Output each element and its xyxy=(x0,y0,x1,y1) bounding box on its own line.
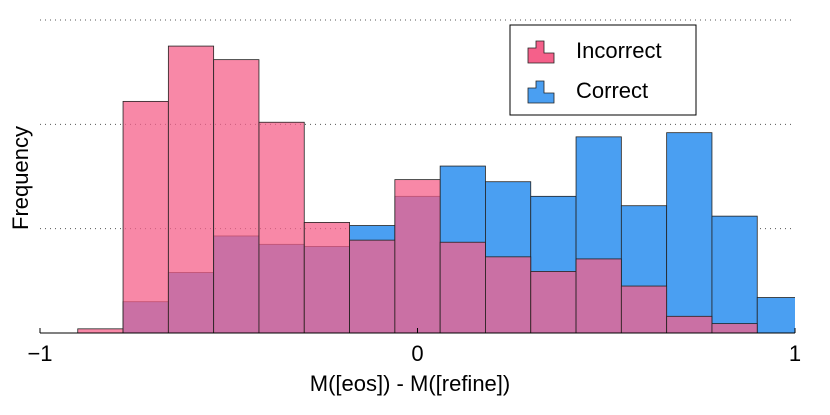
plot xyxy=(77,45,795,334)
bar xyxy=(167,45,215,334)
bar xyxy=(439,241,486,334)
x-tick-label: −1 xyxy=(27,341,52,366)
bar xyxy=(77,328,124,334)
legend-label: Incorrect xyxy=(576,38,662,63)
x-tick-label: 1 xyxy=(789,341,801,366)
bar xyxy=(666,315,713,334)
bar xyxy=(349,239,396,334)
y-axis-label: Frequency xyxy=(8,126,33,230)
x-axis-label: M([eos]) - M([refine]) xyxy=(310,371,510,396)
legend: Incorrect Correct xyxy=(509,24,697,116)
bar xyxy=(666,132,713,334)
bar xyxy=(394,179,441,334)
legend-swatch xyxy=(527,80,555,104)
bar xyxy=(303,222,350,334)
bar xyxy=(620,285,668,334)
bar xyxy=(485,256,532,334)
legend-label: Correct xyxy=(576,78,648,103)
legend-swatch xyxy=(527,40,555,64)
x-tick-label: 0 xyxy=(411,341,423,366)
bar xyxy=(530,271,577,334)
legend-box xyxy=(509,24,697,116)
bar xyxy=(213,59,260,334)
bar xyxy=(122,100,169,334)
bar xyxy=(756,297,795,334)
bar xyxy=(258,121,305,334)
bar xyxy=(711,323,758,334)
bar xyxy=(711,215,758,334)
bar xyxy=(575,258,622,334)
